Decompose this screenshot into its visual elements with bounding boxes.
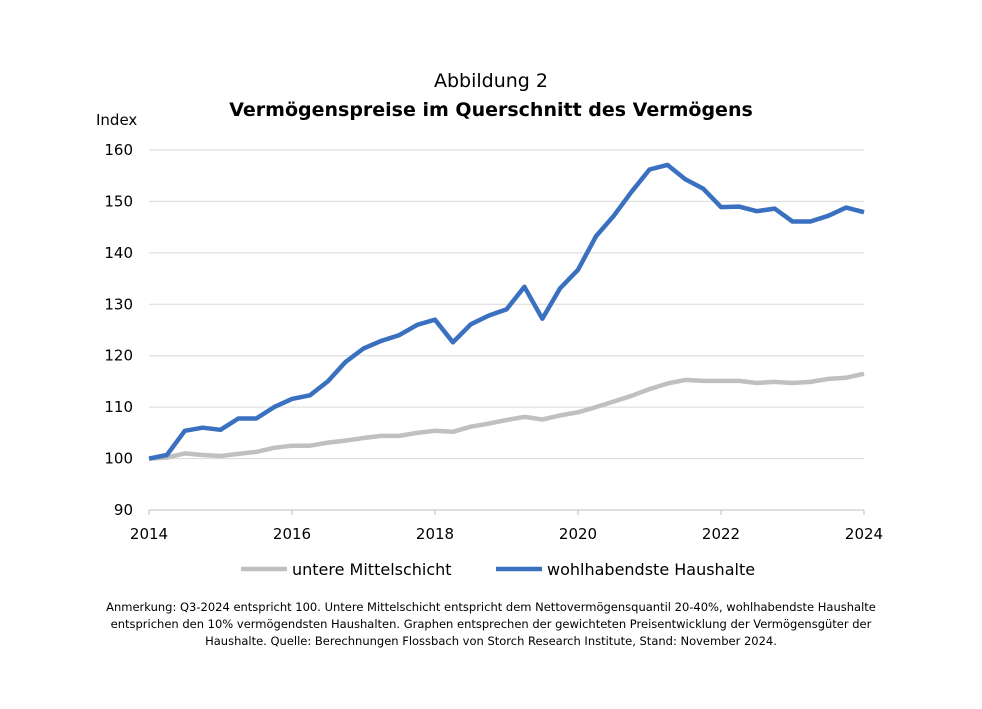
- footnote-line-3: Haushalte. Quelle: Berechnungen Flossbac…: [205, 634, 777, 648]
- footnote-line-2: entsprichen den 10% vermögendsten Hausha…: [110, 617, 872, 631]
- y-tick-label: 100: [104, 450, 133, 468]
- legend-item[interactable]: wohlhabendste Haushalte: [496, 560, 755, 579]
- series-line-wohlhabendste-haushalte: [148, 162, 865, 461]
- legend[interactable]: untere Mittelschicht wohlhabendste Hausha…: [241, 560, 755, 579]
- chart-title: Vermögenspreise im Querschnitt des Vermö…: [229, 99, 753, 121]
- footnote: Anmerkung: Q3-2024 entspricht 100. Unter…: [96, 599, 886, 650]
- legend-label: untere Mittelschicht: [292, 560, 452, 579]
- y-tick-label: 140: [104, 244, 133, 262]
- y-tick-label: 130: [104, 295, 133, 313]
- y-axis-label: Index: [96, 111, 137, 129]
- y-tick-label: 120: [104, 347, 133, 365]
- footnote-line-1: Anmerkung: Q3-2024 entspricht 100. Unter…: [106, 600, 876, 614]
- x-tick-label: 2016: [273, 525, 311, 543]
- y-axis-ticks: 90 100 110 120 130 140 150 160: [104, 141, 133, 519]
- x-axis-ticks: 2014 2016 2018 2020 2022 2024: [130, 510, 883, 543]
- x-tick-label: 2014: [130, 525, 168, 543]
- x-tick-label: 2020: [559, 525, 597, 543]
- y-tick-label: 110: [104, 398, 133, 416]
- chart-super-title: Abbildung 2: [433, 70, 548, 92]
- legend-label: wohlhabendste Haushalte: [547, 560, 755, 579]
- x-tick-label: 2022: [702, 525, 740, 543]
- x-tick-label: 2024: [845, 525, 883, 543]
- y-tick-label: 90: [114, 501, 133, 519]
- x-tick-label: 2018: [416, 525, 454, 543]
- y-tick-label: 150: [104, 192, 133, 210]
- grid-lines: [149, 149, 864, 511]
- legend-item[interactable]: untere Mittelschicht: [241, 560, 452, 579]
- y-tick-label: 160: [104, 141, 133, 159]
- series-group: [148, 162, 865, 461]
